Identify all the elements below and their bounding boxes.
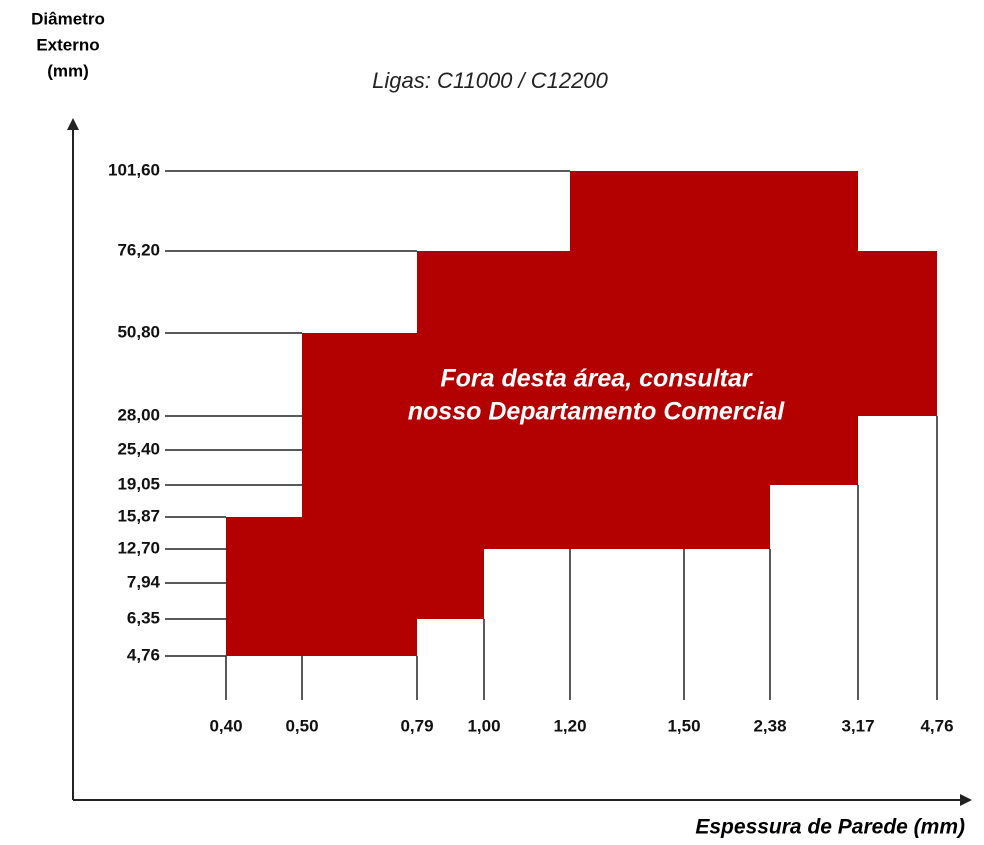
y-tick-label: 25,40 (117, 439, 160, 458)
y-tick-label: 4,76 (127, 645, 160, 664)
chart-title: Ligas: C11000 / C12200 (372, 68, 608, 93)
x-tick-label: 0,50 (285, 716, 318, 735)
x-tick-label: 1,00 (467, 716, 500, 735)
availability-region (226, 171, 937, 656)
x-tick-label: 0,79 (400, 716, 433, 735)
annotation: nosso Departamento Comercial (408, 398, 786, 426)
y-tick-label: 19,05 (117, 474, 160, 493)
y-tick-label: 12,70 (117, 538, 160, 557)
y-tick-label: 7,94 (127, 572, 161, 591)
y-tick-label: 6,35 (127, 608, 160, 627)
x-tick-label: 3,17 (841, 716, 874, 735)
y-tick-label: 76,20 (117, 240, 160, 259)
x-tick-label: 1,50 (667, 716, 700, 735)
x-tick-label: 1,20 (553, 716, 586, 735)
x-tick-label: 0,40 (209, 716, 242, 735)
y-tick-label: 50,80 (117, 322, 160, 341)
y-axis-label: (mm) (47, 61, 89, 80)
y-axis-label: Externo (36, 35, 99, 54)
annotation: Fora desta área, consultar (440, 365, 753, 393)
y-axis-label: Diâmetro (31, 9, 105, 28)
x-axis-label: Espessura de Parede (mm) (695, 816, 965, 839)
y-tick-label: 15,87 (117, 506, 160, 525)
x-tick-label: 4,76 (920, 716, 953, 735)
y-tick-label: 101,60 (108, 160, 160, 179)
y-tick-label: 28,00 (117, 405, 160, 424)
x-tick-label: 2,38 (753, 716, 786, 735)
